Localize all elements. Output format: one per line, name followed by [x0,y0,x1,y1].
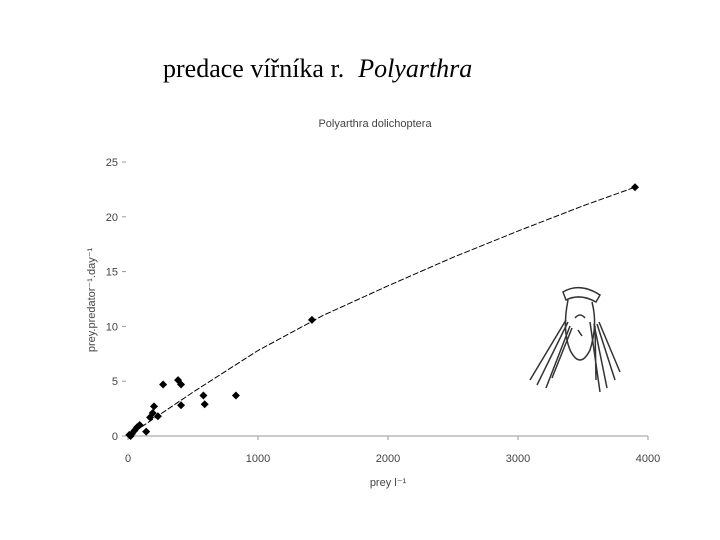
slide-title: predace vířníka r. Polyarthra [163,54,472,83]
x-tick-label: 1000 [246,453,270,465]
y-tick-label: 5 [112,376,118,388]
x-axis-label: prey l⁻¹ [370,477,407,489]
x-tick-label: 4000 [636,453,660,465]
y-tick-label: 10 [106,321,118,333]
x-tick-label: 3000 [506,453,530,465]
x-tick-label: 0 [125,453,131,465]
point [199,391,208,400]
rotifer-drawing [529,286,621,393]
point [150,402,158,411]
chart-title: Polyarthra dolichoptera [318,118,432,130]
y-tick-label: 25 [106,157,118,169]
title-taxon: Polyarthra [357,54,472,83]
point [159,380,168,389]
point [200,400,209,409]
point [142,427,151,436]
y-tick-label: 0 [112,431,118,443]
x-tick-label: 2000 [376,453,400,465]
y-axis-label: prey.predator⁻¹.day⁻¹ [86,247,98,352]
fit-line [127,186,636,437]
point [177,401,186,410]
y-tick-label: 20 [106,212,118,224]
point [307,315,316,324]
point [177,380,186,389]
y-tick-label: 15 [106,267,118,279]
point [231,391,240,400]
title-text: predace vířníka r. [163,54,344,83]
point [631,183,639,192]
point [126,432,135,440]
